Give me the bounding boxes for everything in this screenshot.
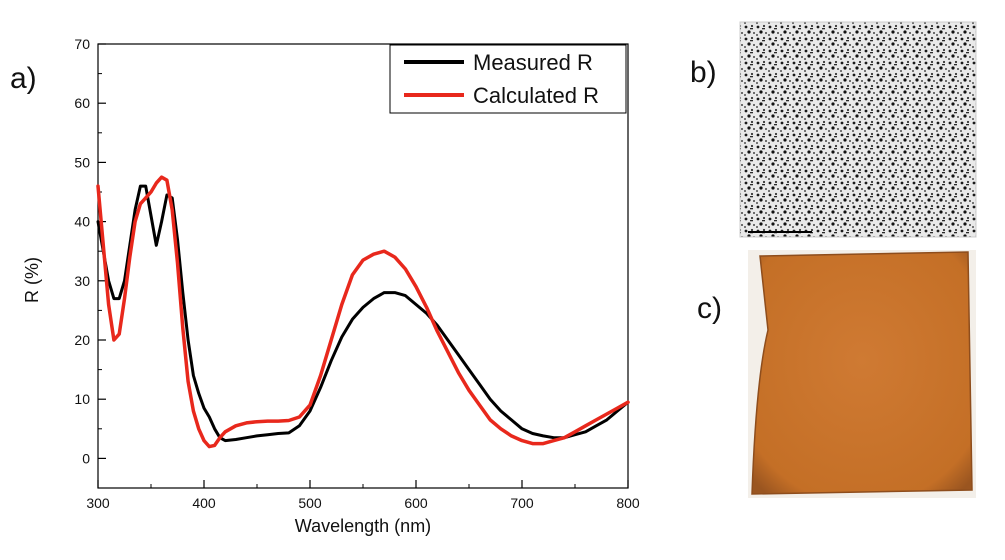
y-tick-label: 10 xyxy=(74,391,90,407)
legend-label-measured: Measured R xyxy=(473,50,593,75)
sample-photo xyxy=(748,250,976,498)
y-tick-label: 40 xyxy=(74,214,90,230)
y-tick-label: 0 xyxy=(82,450,90,466)
legend-box xyxy=(389,44,627,114)
y-tick-label: 30 xyxy=(74,273,90,289)
axis-ticks xyxy=(97,43,629,488)
series-line-measured xyxy=(96,184,630,443)
series-lines xyxy=(96,175,630,449)
panel-label-c: c) xyxy=(697,292,722,325)
y-tick-label: 50 xyxy=(74,154,90,170)
reflectance-chart: 300 400 500 600 700 800 0 10 20 30 40 50 60 70 Wavele… xyxy=(22,36,640,536)
x-tick-label: 400 xyxy=(192,495,216,511)
x-axis-label: Wavelength (nm) xyxy=(295,516,431,536)
y-axis-label: R (%) xyxy=(22,257,42,303)
panel-label-b: b) xyxy=(690,56,717,89)
panel-label-a: a) xyxy=(10,62,37,95)
y-tick-label: 60 xyxy=(74,95,90,111)
x-tick-label: 300 xyxy=(86,495,110,511)
series-line-calculated xyxy=(96,175,630,449)
legend: Measured R Calculated R xyxy=(389,44,627,114)
x-tick-label: 800 xyxy=(616,495,640,511)
x-tick-label: 600 xyxy=(404,495,428,511)
y-tick-label: 20 xyxy=(74,332,90,348)
x-tick-label: 500 xyxy=(298,495,322,511)
y-tick-label: 70 xyxy=(74,36,90,52)
x-tick-label: 700 xyxy=(510,495,534,511)
plot-area-frame xyxy=(97,43,629,489)
micrograph-image xyxy=(739,21,977,238)
tick-labels: 300 400 500 600 700 800 0 10 20 30 40 50 60 70 xyxy=(74,36,639,511)
legend-label-calculated: Calculated R xyxy=(473,83,599,108)
